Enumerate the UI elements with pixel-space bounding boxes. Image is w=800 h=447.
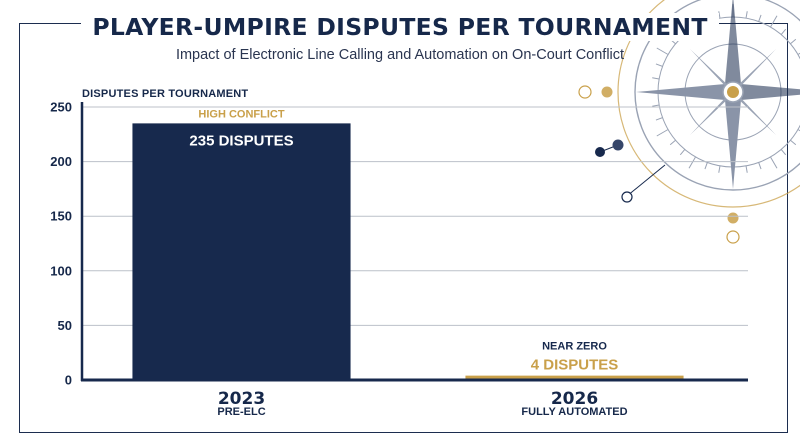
y-tick-label: 200 [50,154,72,169]
y-axis-label: DISPUTES PER TOURNAMENT [82,88,249,100]
annotation-tag: HIGH CONFLICT [198,108,284,120]
y-tick-label: 0 [65,373,72,388]
y-tick-label: 100 [50,263,72,278]
y-tick-label: 150 [50,209,72,224]
data-label: 4 DISPUTES [531,357,619,374]
bar-2023 [132,123,351,380]
chart-subtitle: Impact of Electronic Line Calling and Au… [175,47,625,63]
x-tick-label: 2026 [551,389,598,409]
compass-rose-icon [578,0,800,244]
y-tick-label: 250 [50,100,72,115]
chart-title: PLAYER-UMPIRE DISPUTES PER TOURNAMENT [0,13,800,41]
bar-2026 [465,375,684,380]
annotation-tag: NEAR ZERO [542,341,607,353]
x-tick-label: 2023 [218,389,265,409]
x-tick-sublabel: FULLY AUTOMATED [521,406,627,418]
x-tick-sublabel: PRE-ELC [217,406,265,418]
y-tick-label: 50 [58,318,72,333]
data-label: 235 DISPUTES [189,132,293,149]
